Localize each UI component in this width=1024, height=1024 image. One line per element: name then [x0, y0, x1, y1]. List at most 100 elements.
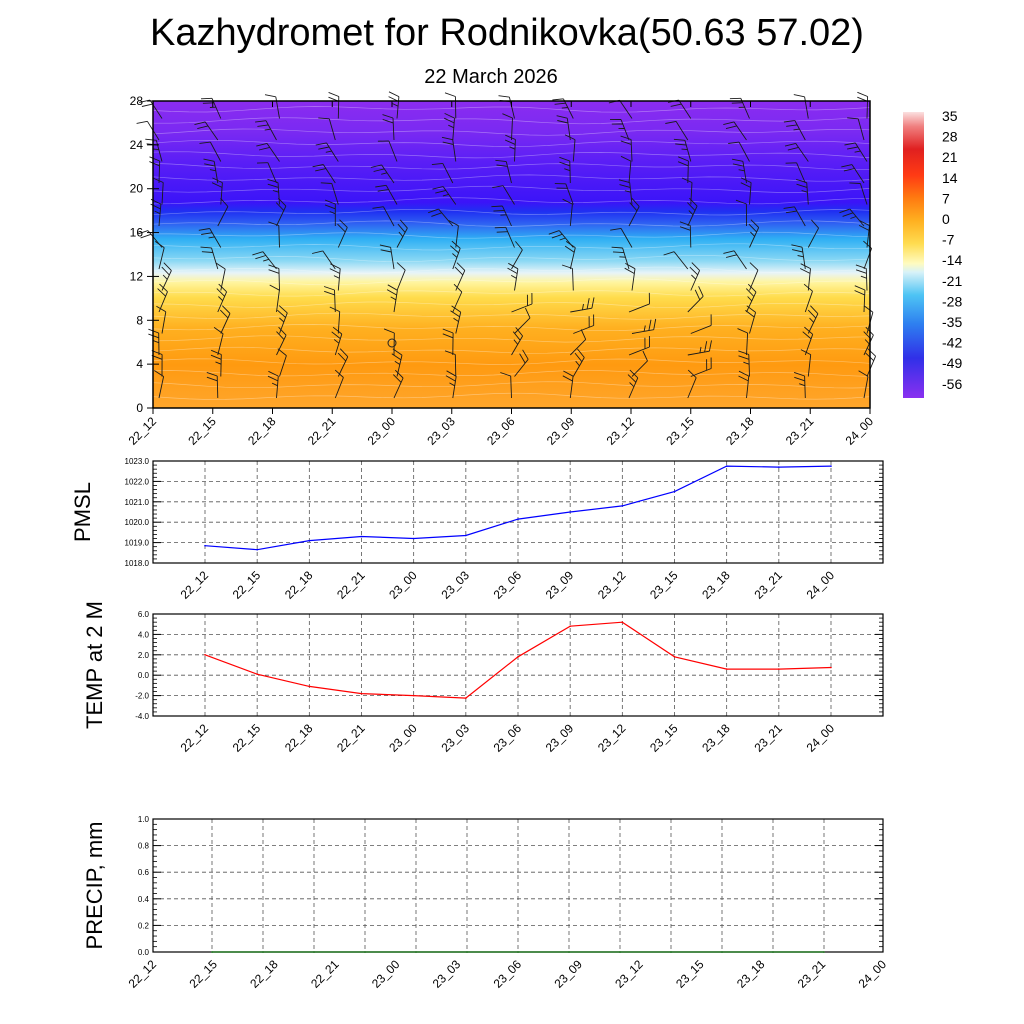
wind-barb-flag	[515, 241, 523, 251]
wind-barb-flag	[839, 208, 851, 214]
y-tick-label: -4.0	[135, 712, 149, 721]
wind-barb	[791, 244, 806, 270]
wind-barb-flag	[392, 374, 402, 383]
wind-barb	[681, 177, 693, 205]
wind-barb-flag	[643, 325, 646, 332]
wind-barb-shaft	[684, 140, 692, 162]
wind-barb-shaft	[452, 248, 461, 270]
wind-barb	[631, 318, 657, 334]
wind-barb-shaft	[452, 376, 457, 399]
wind-barb-flag	[850, 216, 857, 219]
wind-barb-shaft	[390, 247, 395, 270]
wind-barb-flag	[860, 275, 867, 279]
wind-barb-shaft	[865, 268, 868, 291]
wind-barb-flag	[849, 182, 861, 184]
y-tick-label: 0	[136, 401, 143, 415]
x-tick-label: 23_18	[734, 957, 768, 991]
y-tick-label: 1019.0	[125, 539, 150, 548]
wind-barb-flag	[396, 262, 406, 271]
wind-barb	[267, 370, 279, 399]
wind-barb-flag	[453, 317, 459, 322]
wind-barb-flag	[444, 112, 455, 119]
wind-barb-flag	[738, 350, 749, 355]
x-tick-label: 23_09	[544, 414, 578, 448]
wind-barb-shaft	[566, 118, 571, 141]
wind-barb-flag	[738, 169, 745, 172]
x-tick-label: 22_21	[334, 568, 368, 602]
wind-barb-shaft	[217, 206, 229, 227]
wind-barb	[137, 230, 163, 248]
wind-barb-shaft	[749, 182, 752, 205]
temp-point	[204, 654, 206, 656]
wind-barb-flag	[431, 212, 442, 217]
wind-barb-flag	[498, 95, 510, 98]
x-tick-label: 23_03	[424, 414, 458, 448]
wind-barb	[198, 228, 222, 248]
wind-barb-flag	[740, 182, 751, 188]
wind-barb	[428, 208, 454, 227]
wind-barb-flag	[688, 210, 694, 216]
wind-barb-flag	[441, 136, 453, 141]
wind-barb-flag	[810, 305, 819, 315]
wind-barb	[618, 179, 633, 205]
wind-barb	[628, 198, 640, 227]
wind-barb-shaft	[337, 356, 349, 377]
colorbar-label: 14	[942, 170, 958, 186]
wind-barb	[620, 155, 632, 184]
wind-barb-shaft	[266, 143, 280, 162]
isoline	[152, 335, 871, 343]
wind-barb-shaft	[455, 311, 462, 334]
wind-barb-shaft	[689, 225, 692, 248]
wind-barb-flag	[612, 251, 625, 254]
wind-barb-flag	[211, 349, 222, 355]
wind-barb-shaft	[673, 251, 689, 270]
wind-barb-flag	[513, 339, 519, 345]
wind-barb-flag	[258, 146, 270, 151]
wind-barb	[495, 159, 512, 184]
wind-barb	[431, 162, 454, 184]
wind-barb-shaft	[687, 350, 710, 356]
wind-barb-shaft	[569, 339, 587, 356]
y-tick-label: 4.0	[138, 630, 150, 639]
wind-barb-flag	[556, 115, 568, 119]
wind-barb-flag	[629, 382, 635, 388]
wind-barb-flag	[264, 94, 276, 98]
wind-barb	[442, 328, 454, 356]
wind-barb-shaft	[381, 164, 395, 184]
cross-section-y-axis: 0 4 8 12 16 20 24 28	[130, 94, 159, 415]
wind-barb-flag	[725, 125, 737, 130]
wind-barb-flag	[450, 245, 459, 254]
wind-barb-flag	[442, 193, 449, 197]
wind-barb-flag	[505, 134, 516, 140]
wind-barb	[379, 244, 395, 270]
wind-barb-flag	[325, 150, 332, 153]
x-tick-label: 23_03	[438, 721, 472, 755]
wind-barb-flag	[677, 161, 689, 167]
wind-barb-flag	[629, 202, 638, 212]
isoline	[152, 163, 870, 171]
wind-barb-shaft	[742, 161, 747, 184]
isoline	[152, 255, 871, 263]
wind-barb	[689, 262, 701, 291]
wind-barb	[723, 250, 747, 270]
wind-barb-flag	[204, 163, 216, 167]
wind-barb-flag	[591, 297, 595, 309]
wind-barb-flag	[794, 376, 805, 382]
x-tick-label: 22_18	[282, 568, 316, 602]
wind-barb	[441, 136, 457, 162]
wind-barb-shaft	[746, 332, 749, 356]
wind-barb-shaft	[628, 206, 640, 227]
wind-barb-shaft	[161, 311, 167, 334]
colorbar-label: -28	[942, 293, 962, 309]
wind-barb-flag	[847, 117, 859, 120]
wind-barb-flag	[648, 319, 652, 331]
wind-barb-flag	[737, 328, 748, 334]
wind-barb	[562, 370, 574, 399]
wind-barb	[745, 283, 757, 313]
wind-barb	[610, 227, 633, 248]
wind-barb-flag	[311, 250, 323, 254]
wind-barb	[377, 140, 398, 162]
wind-barb-flag	[492, 185, 504, 189]
wind-barb-shaft	[794, 206, 806, 227]
wind-barb-flag	[732, 163, 744, 167]
